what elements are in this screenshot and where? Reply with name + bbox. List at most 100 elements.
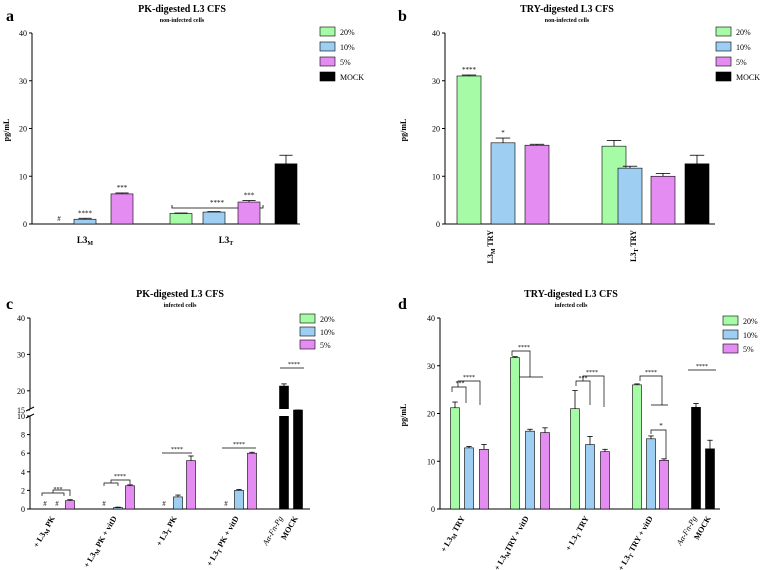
legend-swatch bbox=[722, 343, 739, 354]
bar bbox=[540, 432, 550, 510]
y-tick-label: 30 bbox=[427, 362, 435, 371]
bracket-label: **** bbox=[696, 364, 708, 370]
bar bbox=[173, 496, 183, 510]
chart-title: PK-digested L3 CFS bbox=[138, 4, 226, 15]
chart-title: TRY-digested L3 CFS bbox=[520, 4, 614, 15]
x-tick-label: Aα-Fn-Pg bbox=[260, 515, 284, 548]
x-tick-label: L3T TRY bbox=[629, 230, 640, 262]
y-tick-label: 0 bbox=[436, 220, 440, 229]
bar-break-gap bbox=[278, 409, 290, 416]
significance-label: **** bbox=[78, 209, 93, 217]
bar bbox=[585, 444, 595, 510]
x-tick-label: + L3M TRY bbox=[439, 514, 469, 554]
x-tick-label: + L3M PK bbox=[32, 514, 59, 550]
bar bbox=[73, 218, 97, 225]
bar bbox=[684, 163, 710, 225]
legend-swatch bbox=[715, 71, 732, 82]
y-tick-label: 30 bbox=[17, 350, 25, 359]
bar bbox=[234, 490, 244, 510]
axes: 0 10 20 30 40 bbox=[19, 29, 300, 229]
bar bbox=[113, 507, 123, 510]
significance-label: **** bbox=[462, 66, 477, 74]
bar bbox=[525, 430, 535, 510]
significance-label: *** bbox=[244, 192, 255, 200]
legend-swatch bbox=[715, 56, 732, 67]
bracket-label: **** bbox=[114, 474, 126, 480]
bar bbox=[479, 449, 489, 510]
bar bbox=[247, 452, 257, 510]
bars bbox=[450, 356, 715, 510]
axes: 0 10 20 30 40 bbox=[432, 29, 715, 229]
x-tick-label: L3M TRY bbox=[486, 230, 497, 264]
chart-title: TRY-digested L3 CFS bbox=[524, 289, 618, 300]
axis-break-gap bbox=[270, 409, 310, 416]
y-tick-label: 30 bbox=[432, 77, 440, 86]
x-tick-label: L3T bbox=[219, 235, 234, 247]
legend-label: 5% bbox=[320, 341, 331, 350]
significance-label: * bbox=[501, 129, 505, 137]
significance-bracket bbox=[171, 205, 264, 209]
legend: 20% 10% 5% bbox=[299, 313, 335, 350]
y-tick-label: 40 bbox=[432, 29, 440, 38]
legend: 20% 10% 5% MOCK bbox=[319, 26, 364, 82]
x-tick-label: + L3T PK + vitD bbox=[205, 514, 243, 568]
panel-letter: a bbox=[6, 8, 14, 25]
bracket-label: **** bbox=[463, 375, 475, 381]
significance-label: # bbox=[162, 500, 166, 508]
y-tick-label: 4 bbox=[21, 468, 25, 477]
y-tick-label: 40 bbox=[17, 314, 25, 323]
y-axis-label: pg/mL bbox=[2, 119, 11, 142]
bar bbox=[293, 409, 303, 510]
significance-label: # bbox=[57, 215, 61, 223]
legend-swatch bbox=[299, 326, 316, 337]
bar bbox=[237, 201, 261, 225]
significance-bracket bbox=[457, 380, 481, 405]
bracket-label: * bbox=[659, 422, 663, 430]
significance-bracket bbox=[639, 375, 663, 405]
bracket-label: *** bbox=[54, 487, 63, 493]
bars: ***** bbox=[456, 66, 710, 225]
bracket-label: **** bbox=[233, 442, 245, 448]
y-tick-label: 0 bbox=[431, 505, 435, 514]
bracket-label: **** bbox=[586, 370, 598, 376]
bracket-label: **** bbox=[645, 370, 657, 376]
chart-subtitle: infected cells bbox=[164, 303, 197, 309]
bar bbox=[490, 142, 516, 225]
legend-label: 20% bbox=[743, 317, 758, 326]
y-axis-label: pg/mL bbox=[399, 119, 408, 142]
bar bbox=[659, 459, 669, 510]
bracket-label: *** bbox=[456, 381, 465, 387]
legend-label: 20% bbox=[320, 315, 335, 324]
legend-label: 20% bbox=[340, 28, 355, 37]
bar bbox=[600, 451, 610, 510]
legend-swatch bbox=[722, 315, 739, 326]
panel-a: a PK-digested L3 CFS non-infected cells … bbox=[2, 4, 364, 247]
y-tick-label: 2 bbox=[21, 486, 25, 495]
significance-label: *** bbox=[117, 184, 128, 192]
y-tick-label: 40 bbox=[427, 314, 435, 323]
legend-label: 10% bbox=[340, 43, 355, 52]
significance-bracket bbox=[451, 386, 467, 403]
legend-swatch bbox=[299, 313, 316, 324]
panel-letter: c bbox=[6, 296, 13, 313]
bars: #********** bbox=[57, 154, 298, 225]
y-axis-label: pg/mL bbox=[399, 404, 408, 427]
bar bbox=[524, 144, 550, 225]
bar bbox=[646, 438, 656, 510]
x-tick-label: + L3MTRY + vitD bbox=[492, 514, 532, 570]
y-tick-label: 10 bbox=[19, 172, 27, 181]
bar bbox=[705, 448, 715, 510]
y-tick-label: 40 bbox=[19, 29, 27, 38]
bar bbox=[617, 167, 643, 225]
significance-bracket bbox=[575, 380, 591, 405]
legend-label: 5% bbox=[340, 58, 351, 67]
bracket-label: **** bbox=[518, 345, 530, 351]
bracket-label: **** bbox=[288, 362, 300, 368]
bar bbox=[464, 447, 474, 510]
legend-swatch bbox=[319, 71, 336, 82]
legend: 20% 10% 5% MOCK bbox=[715, 26, 760, 82]
y-tick-label: 10 bbox=[427, 457, 435, 466]
y-tick-label: 20 bbox=[19, 125, 27, 134]
brackets: *** **** **** **** **** bbox=[41, 362, 304, 496]
